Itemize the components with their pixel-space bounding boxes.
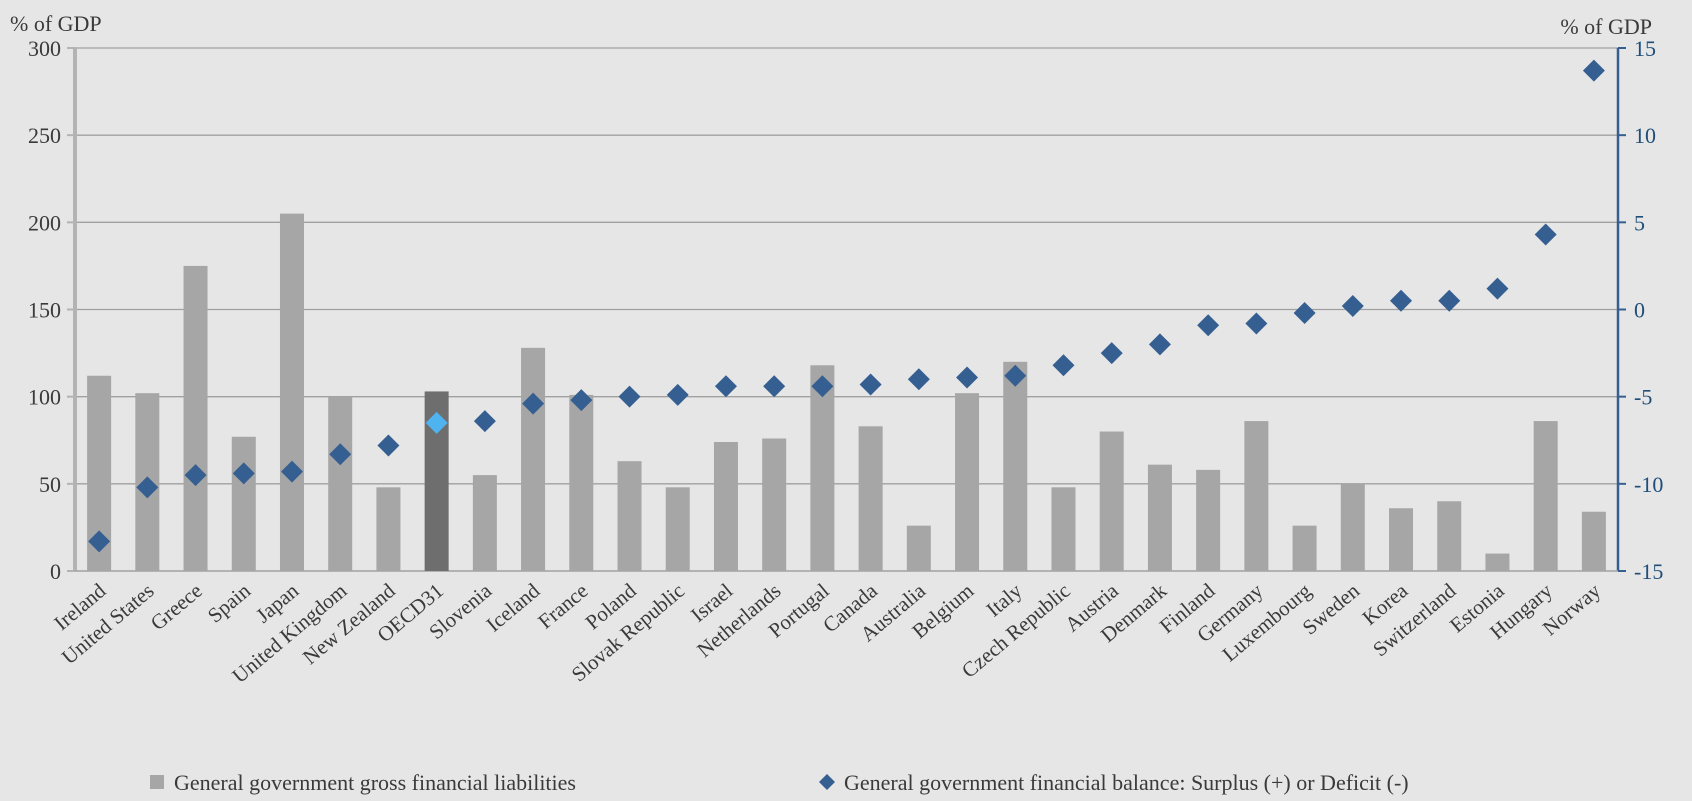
point-poland	[618, 385, 641, 408]
point-france	[570, 389, 593, 412]
right-axis-label: % of GDP	[1560, 14, 1652, 39]
point-slovak-republic	[666, 383, 689, 406]
bar-estonia	[1485, 553, 1510, 571]
point-sweden	[1341, 295, 1364, 318]
legend-label-points: General government financial balance: Su…	[844, 770, 1409, 795]
bar-hungary	[1533, 421, 1558, 571]
point-austria	[1100, 342, 1123, 365]
bar-germany	[1244, 421, 1269, 571]
right-tick-label: 0	[1634, 298, 1645, 323]
point-greece	[184, 464, 207, 487]
bar-new-zealand	[376, 487, 401, 571]
point-spain	[232, 462, 255, 485]
point-hungary	[1534, 223, 1557, 246]
point-italy	[1004, 364, 1027, 387]
right-tick-label: 5	[1634, 210, 1645, 235]
bar-spain	[231, 436, 256, 571]
point-australia	[907, 368, 930, 391]
point-germany	[1245, 312, 1268, 335]
left-tick-label: 50	[39, 472, 61, 497]
bar-slovak-republic	[665, 487, 690, 571]
right-tick-label: -10	[1634, 472, 1663, 497]
bar-korea	[1389, 508, 1414, 571]
bar-denmark	[1147, 464, 1172, 571]
bar-netherlands	[762, 438, 787, 571]
bar-poland	[617, 461, 642, 571]
bar-switzerland	[1437, 501, 1462, 571]
legend-label-bars: General government gross financial liabi…	[174, 770, 576, 795]
bar-finland	[1196, 469, 1221, 571]
point-united-kingdom	[329, 443, 352, 466]
bar-japan	[279, 213, 304, 571]
category-label: France	[533, 578, 592, 633]
bar-sweden	[1340, 483, 1365, 571]
category-label: Iceland	[482, 578, 545, 636]
point-oecd31	[425, 411, 448, 434]
left-axis-label: % of GDP	[10, 11, 102, 36]
point-norway	[1582, 59, 1605, 82]
point-czech-republic	[1052, 354, 1075, 377]
bar-austria	[1099, 431, 1124, 571]
left-tick-label: 0	[50, 559, 61, 584]
point-japan	[280, 460, 303, 483]
point-slovenia	[473, 410, 496, 433]
bar-luxembourg	[1292, 525, 1317, 571]
point-luxembourg	[1293, 301, 1316, 324]
right-tick-label: -5	[1634, 385, 1652, 410]
legend-swatch-bars	[150, 775, 164, 789]
point-denmark	[1148, 333, 1171, 356]
point-israel	[714, 375, 737, 398]
left-tick-label: 100	[28, 385, 61, 410]
bar-greece	[183, 265, 208, 571]
point-finland	[1197, 314, 1220, 337]
bar-slovenia	[472, 475, 497, 571]
left-tick-label: 250	[28, 123, 61, 148]
category-label: Greece	[146, 578, 207, 635]
right-tick-label: -15	[1634, 559, 1663, 584]
left-tick-label: 150	[28, 298, 61, 323]
point-korea	[1390, 289, 1413, 312]
legend-swatch-points	[819, 774, 835, 790]
point-united-states	[136, 476, 159, 499]
bar-belgium	[955, 393, 980, 571]
bar-iceland	[521, 347, 546, 571]
bar-united-kingdom	[328, 396, 353, 571]
bar-australia	[906, 525, 931, 571]
point-ireland	[88, 530, 111, 553]
point-canada	[859, 373, 882, 396]
bar-italy	[1003, 361, 1028, 571]
bar-israel	[713, 441, 738, 571]
point-estonia	[1486, 277, 1509, 300]
right-tick-label: 10	[1634, 123, 1656, 148]
point-netherlands	[763, 375, 786, 398]
bar-czech-republic	[1051, 487, 1076, 571]
bar-france	[569, 394, 594, 571]
point-switzerland	[1438, 289, 1461, 312]
bar-norway	[1581, 511, 1606, 571]
left-tick-label: 200	[28, 210, 61, 235]
point-iceland	[522, 392, 545, 415]
right-tick-label: 15	[1634, 36, 1656, 61]
point-new-zealand	[377, 434, 400, 457]
bar-canada	[858, 426, 883, 571]
point-belgium	[956, 366, 979, 389]
category-label: Spain	[203, 578, 255, 627]
bar-portugal	[810, 365, 835, 571]
point-portugal	[811, 375, 834, 398]
left-tick-label: 300	[28, 36, 61, 61]
